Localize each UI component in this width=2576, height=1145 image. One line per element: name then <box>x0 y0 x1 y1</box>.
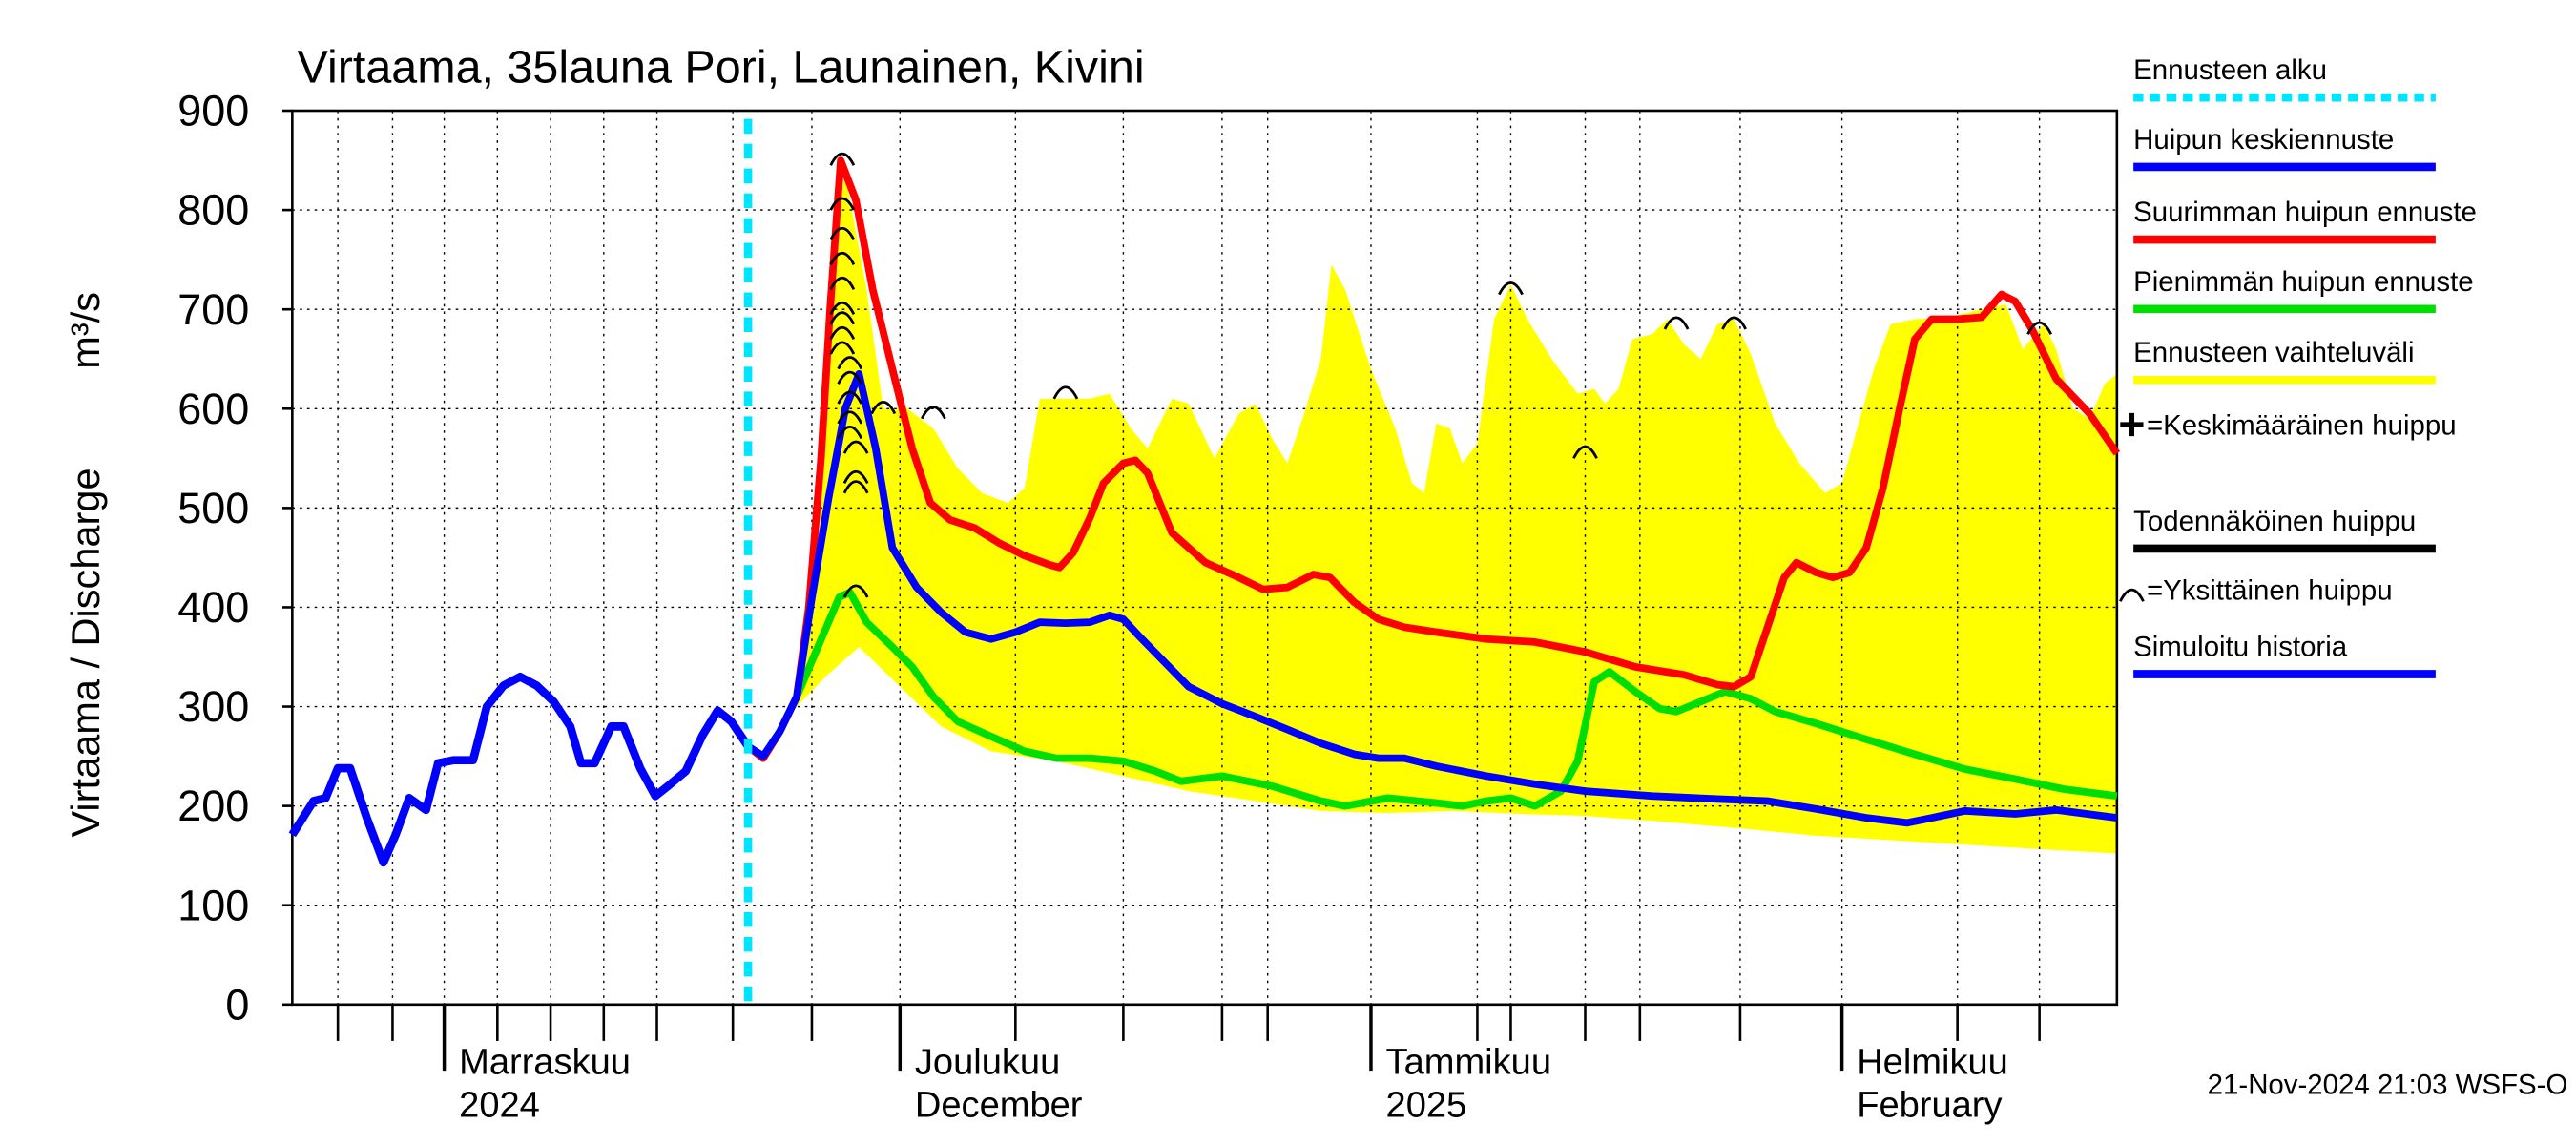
series-line <box>745 369 2118 827</box>
peak-marker <box>1052 385 1079 400</box>
peak-marker <box>870 401 897 415</box>
peak-marker <box>829 325 856 341</box>
band-lower <box>748 647 2117 1005</box>
peak-marker <box>837 426 863 440</box>
peak-marker <box>837 356 863 370</box>
y-tick-label: 700 <box>177 285 249 334</box>
peak-marker <box>829 276 856 291</box>
x-tick-sublabel: 2025 <box>1386 1086 1467 1126</box>
y-axis-unit: m³/s <box>63 292 108 369</box>
timestamp: 21-Nov-2024 21:03 WSFS-O <box>2208 1069 2568 1100</box>
series-line <box>745 588 2118 810</box>
peak-marker <box>842 440 869 454</box>
x-tick-sublabel: February <box>1857 1086 2002 1126</box>
y-tick-label: 300 <box>177 682 249 731</box>
legend-label: =Keskimääräinen huippu <box>2147 409 2457 441</box>
y-tick-label: 200 <box>177 781 249 830</box>
x-tick-label: Helmikuu <box>1857 1043 2008 1083</box>
y-tick-label: 900 <box>177 87 249 135</box>
peak-marker <box>837 370 863 385</box>
plot-frame <box>291 109 2119 1007</box>
peak-marker <box>2026 321 2052 335</box>
peak-marker <box>1663 316 1690 330</box>
legend-label: Todennäköinen huippu <box>2133 506 2416 537</box>
legend-label: Ennusteen vaihteluväli <box>2133 337 2414 368</box>
series-line <box>745 156 2121 762</box>
y-tick-label: 400 <box>177 583 249 632</box>
peak-marker <box>1572 445 1598 459</box>
peak-marker <box>842 584 869 598</box>
peak-marker <box>829 341 856 355</box>
y-tick-label: 800 <box>177 186 249 235</box>
y-tick-label: 500 <box>177 484 249 532</box>
legend-swatch <box>2120 412 2144 437</box>
peak-marker <box>842 469 869 484</box>
series-line <box>288 672 752 867</box>
peak-marker <box>837 390 863 405</box>
x-tick-sublabel: December <box>915 1086 1083 1126</box>
chart-title: Virtaama, 35launa Pori, Launainen, Kivin… <box>298 42 1145 94</box>
x-tick-label: Tammikuu <box>1386 1043 1551 1083</box>
y-tick-label: 600 <box>177 385 249 433</box>
x-tick-label: Joulukuu <box>915 1043 1060 1083</box>
peak-marker <box>829 251 856 265</box>
legend-label: Suurimman huipun ennuste <box>2133 197 2477 228</box>
legend-label: Huipun keskiennuste <box>2133 124 2394 156</box>
x-tick-label: Marraskuu <box>459 1043 631 1083</box>
peak-marker <box>829 152 856 166</box>
peak-marker <box>920 406 946 420</box>
legend-label: Simuloitu historia <box>2133 631 2348 662</box>
legend-swatch <box>2119 588 2145 602</box>
peak-marker <box>1721 316 1747 330</box>
legend-label: =Yksittäinen huippu <box>2147 575 2393 607</box>
peak-marker <box>837 410 863 425</box>
y-tick-label: 0 <box>225 980 249 1029</box>
peak-marker <box>829 197 856 211</box>
peak-marker <box>829 311 856 325</box>
x-tick-sublabel: 2024 <box>459 1086 540 1126</box>
legend-label: Ennusteen alku <box>2133 54 2327 86</box>
peak-marker <box>829 226 856 240</box>
y-tick-label: 100 <box>177 881 249 929</box>
legend-label: Pienimmän huipun ennuste <box>2133 266 2473 298</box>
peak-marker <box>1498 281 1524 296</box>
y-axis-label: Virtaama / Discharge <box>63 468 108 837</box>
peak-marker <box>842 480 869 494</box>
peak-marker <box>829 301 856 316</box>
